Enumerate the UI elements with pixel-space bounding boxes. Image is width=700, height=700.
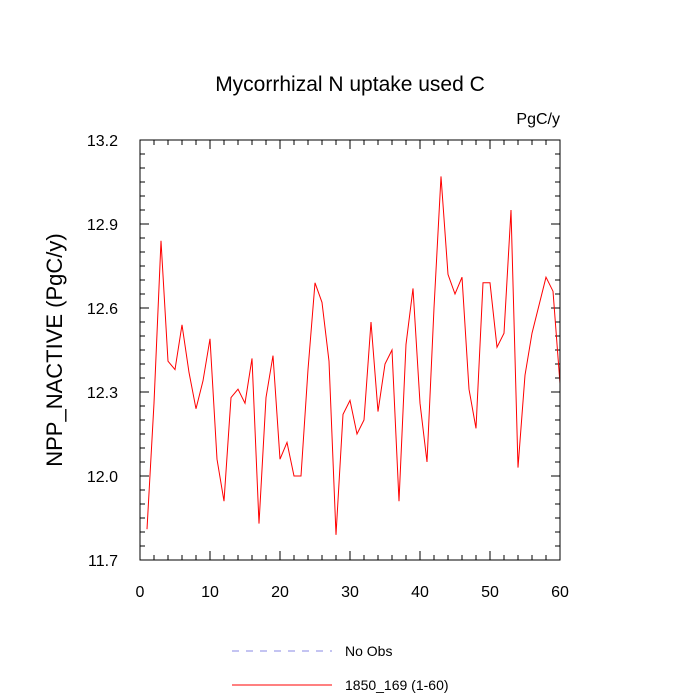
data-point: [356, 433, 357, 434]
legend: No Obs 1850_169 (1-60): [232, 643, 449, 693]
data-point: [258, 523, 259, 524]
data-point: [244, 403, 245, 404]
series-points: [146, 176, 560, 536]
units-label: PgC/y: [516, 111, 560, 128]
data-point: [426, 461, 427, 462]
data-point: [160, 240, 161, 241]
data-point: [433, 307, 434, 308]
data-point: [279, 459, 280, 460]
data-point: [419, 403, 420, 404]
x-tick-label: 0: [136, 584, 145, 601]
data-point: [370, 321, 371, 322]
data-point: [251, 358, 252, 359]
data-point: [391, 349, 392, 350]
data-point: [272, 355, 273, 356]
data-point: [286, 442, 287, 443]
y-tick-label: 12.3: [87, 385, 118, 402]
series-line-1850-169: [146, 176, 561, 535]
data-point: [412, 288, 413, 289]
y-axis-label: NPP_NACTIVE (PgC/y): [42, 233, 67, 467]
data-point: [552, 291, 553, 292]
data-point: [524, 375, 525, 376]
data-point: [216, 459, 217, 460]
y-tick-label: 12.0: [87, 469, 118, 486]
data-point: [503, 333, 504, 334]
data-point: [461, 277, 462, 278]
data-point: [321, 302, 322, 303]
legend-label-1850-169: 1850_169 (1-60): [345, 677, 449, 693]
data-point: [342, 414, 343, 415]
x-tick-label: 30: [341, 584, 359, 601]
y-tick-label: 12.9: [87, 217, 118, 234]
data-point: [349, 400, 350, 401]
data-point: [167, 361, 168, 362]
data-point: [209, 338, 210, 339]
data-point: [377, 411, 378, 412]
y-tick-label: 12.6: [87, 301, 118, 318]
data-point: [328, 361, 329, 362]
data-point: [482, 282, 483, 283]
data-point: [517, 467, 518, 468]
legend-label-no-obs: No Obs: [345, 643, 392, 659]
data-point: [454, 293, 455, 294]
axis-ticks: [139, 139, 561, 561]
data-point: [293, 475, 294, 476]
data-point: [405, 344, 406, 345]
data-point: [202, 380, 203, 381]
x-tick-label: 10: [201, 584, 219, 601]
data-point: [300, 475, 301, 476]
x-tick-label: 60: [551, 584, 569, 601]
chart-title: Mycorrhizal N uptake used C: [215, 73, 485, 96]
data-point: [489, 282, 490, 283]
plot-frame: [139, 139, 561, 561]
data-point: [223, 501, 224, 502]
data-point: [335, 534, 336, 535]
data-point: [496, 347, 497, 348]
data-point: [545, 277, 546, 278]
data-point: [174, 369, 175, 370]
data-point: [538, 305, 539, 306]
y-tick-label: 13.2: [87, 133, 118, 150]
y-tick-labels: 11.7 12.0 12.3 12.6 12.9 13.2: [87, 133, 118, 570]
data-point: [181, 324, 182, 325]
y-tick-label: 11.7: [88, 553, 118, 570]
data-point: [531, 333, 532, 334]
data-point: [307, 369, 308, 370]
data-point: [398, 501, 399, 502]
data-point: [265, 397, 266, 398]
x-tick-label: 20: [271, 584, 289, 601]
data-point: [440, 176, 441, 177]
x-tick-label: 40: [411, 584, 429, 601]
data-point: [153, 403, 154, 404]
data-point: [468, 389, 469, 390]
data-point: [475, 428, 476, 429]
data-point: [230, 397, 231, 398]
data-point: [237, 389, 238, 390]
data-point: [363, 419, 364, 420]
data-point: [188, 372, 189, 373]
data-point: [384, 363, 385, 364]
data-point: [146, 529, 147, 530]
data-point: [195, 408, 196, 409]
x-tick-label: 50: [481, 584, 499, 601]
data-point: [510, 209, 511, 210]
data-point: [314, 282, 315, 283]
x-tick-labels: 0 10 20 30 40 50 60: [136, 584, 569, 601]
data-point: [447, 274, 448, 275]
